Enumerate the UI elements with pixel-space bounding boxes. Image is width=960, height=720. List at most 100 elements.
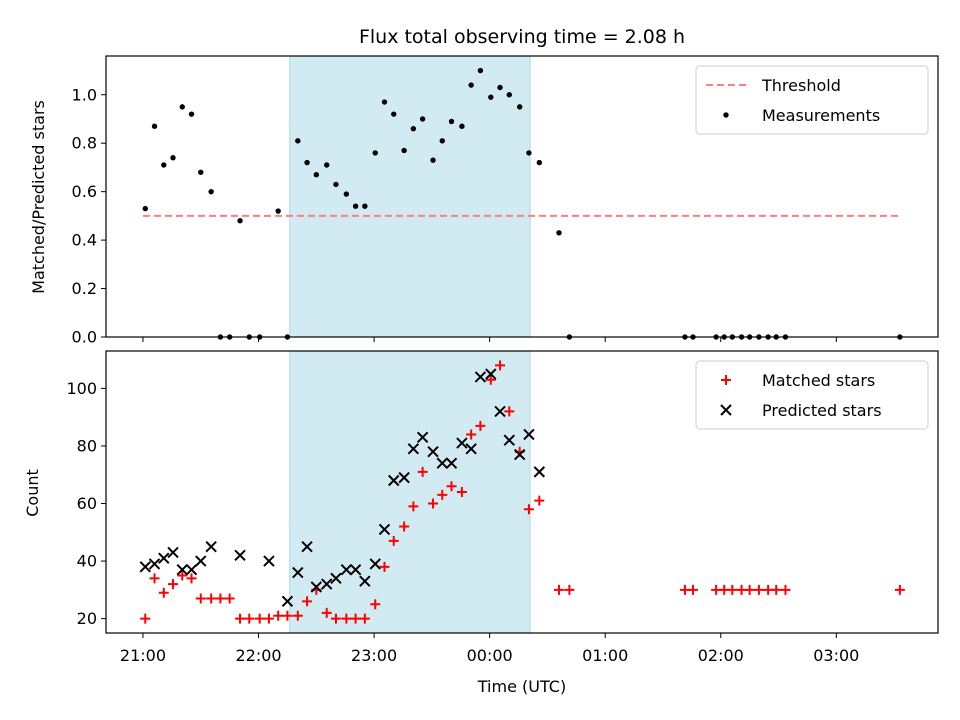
data-point (179, 104, 185, 110)
data-point (205, 540, 217, 553)
x-tick-label: 22:00 (235, 646, 281, 665)
data-point (427, 446, 439, 458)
data-point (475, 420, 486, 431)
data-point (446, 481, 457, 492)
data-point (237, 218, 243, 224)
chart-title: Flux total observing time = 2.08 h (359, 26, 685, 48)
data-point (195, 555, 207, 567)
data-point (340, 563, 353, 576)
data-point (254, 613, 265, 624)
x-tick-label: 00:00 (467, 646, 513, 665)
data-point (523, 504, 534, 515)
bottom-series-matched-stars (140, 360, 905, 624)
data-point (273, 610, 284, 621)
data-point (378, 523, 391, 536)
data-point (158, 552, 170, 564)
data-point (151, 123, 158, 129)
data-point (158, 587, 169, 598)
data-point (474, 371, 487, 383)
data-point (526, 150, 532, 156)
data-point (198, 169, 204, 175)
data-point (341, 613, 352, 624)
data-point (186, 573, 197, 584)
data-point (536, 159, 543, 166)
x-tick-label: 03:00 (813, 646, 859, 665)
top-observing-window-span (289, 55, 531, 338)
x-tick-label: 01:00 (582, 646, 628, 665)
data-point (456, 437, 468, 449)
data-point (503, 434, 515, 446)
data-point (468, 82, 474, 88)
data-point (523, 428, 535, 441)
data-point (359, 613, 370, 624)
data-point (753, 584, 764, 595)
bottom-y-tick-label: 60 (77, 494, 97, 513)
data-point (564, 584, 575, 595)
data-point (167, 546, 179, 559)
data-point (333, 181, 339, 188)
data-point (224, 593, 235, 604)
data-point (466, 429, 477, 440)
data-point (176, 563, 188, 576)
data-point (206, 593, 217, 604)
bottom-y-tick-label: 100 (66, 379, 97, 398)
legend-marker (721, 375, 731, 385)
data-point (497, 84, 503, 91)
data-point (188, 111, 195, 117)
data-point (408, 501, 419, 512)
top-y-axis-label: Matched/Predicted stars (29, 100, 48, 294)
data-point (410, 125, 417, 132)
data-point (894, 584, 905, 595)
data-point (534, 495, 545, 506)
data-point (177, 570, 188, 581)
bottom-observing-window-span (289, 350, 531, 634)
legend-label: Measurements (762, 106, 880, 125)
bottom-y-tick-label: 20 (77, 609, 97, 628)
top-y-tick-label: 1.0 (72, 85, 97, 104)
data-point (359, 575, 371, 587)
data-point (494, 405, 506, 418)
data-point (372, 150, 378, 156)
data-point (235, 613, 246, 624)
data-point (436, 457, 448, 469)
data-point (292, 610, 303, 621)
top-legend-box (695, 65, 929, 135)
data-point (780, 584, 791, 595)
data-point (556, 230, 562, 236)
data-point (352, 203, 359, 209)
data-point (370, 599, 381, 610)
data-point (139, 561, 151, 573)
data-point (263, 613, 274, 624)
x-tick-label: 21:00 (120, 646, 166, 665)
bottom-y-tick-label: 40 (77, 552, 97, 571)
data-point (430, 157, 436, 163)
data-point (388, 535, 399, 546)
data-point (301, 540, 313, 553)
data-point (477, 67, 484, 74)
data-point (744, 584, 755, 595)
x-tick-label: 23:00 (351, 646, 397, 665)
data-point (495, 360, 506, 371)
data-point (304, 159, 310, 166)
data-point (140, 613, 151, 624)
data-point (388, 474, 400, 487)
data-point (343, 191, 350, 197)
data-point (149, 573, 160, 584)
top-y-tick-label: 0.0 (72, 328, 97, 347)
data-point (516, 104, 523, 110)
data-point (142, 205, 148, 212)
data-point (417, 466, 428, 477)
data-point (275, 208, 281, 214)
top-axes-frame (105, 55, 939, 338)
data-point (456, 487, 467, 497)
data-point (330, 613, 341, 624)
bottom-y-tick-label: 80 (77, 436, 97, 455)
bottom-series-predicted-stars (139, 368, 546, 608)
top-y-tick-label: 0.8 (72, 134, 97, 153)
data-point (506, 92, 512, 98)
data-point (399, 521, 410, 532)
top-y-tick-label: 0.6 (72, 182, 97, 201)
data-point (379, 561, 390, 572)
data-point (310, 581, 323, 593)
